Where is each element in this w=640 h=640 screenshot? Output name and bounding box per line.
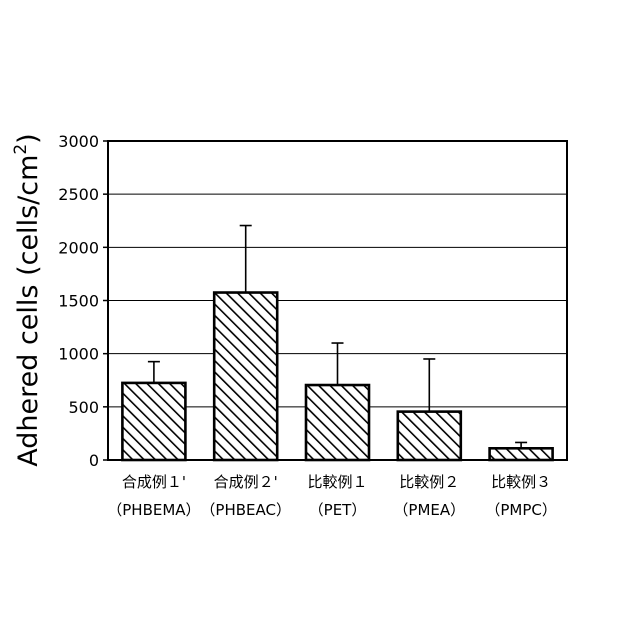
y-tick-label: 3000 [58,132,99,151]
x-tick-label-sub: （PHBEAC） [200,501,291,519]
y-tick-label: 1000 [58,345,99,364]
y-tick-label: 1500 [58,292,99,311]
bar [122,383,185,460]
x-tick-label-sub: （PMPC） [485,501,557,519]
y-tick-label: 2000 [58,238,99,257]
y-axis-title: Adhered cells (cells/cm2) [11,133,44,466]
x-tick-label: 比較例２ [399,473,459,491]
bar [214,293,277,460]
x-tick-label-sub: （PHBEMA） [107,501,200,519]
y-tick-label: 0 [89,451,99,470]
bar [306,385,369,460]
bars [122,226,552,460]
x-tick-label: 比較例３ [491,473,551,491]
x-tick-label: 比較例１ [307,473,367,491]
bar [398,412,461,460]
x-tick-label-sub: （PMEA） [393,501,465,519]
x-tick-label: 合成例２' [214,473,278,491]
x-tick-label: 合成例１' [122,473,186,491]
y-tick-label: 2500 [58,185,99,204]
x-tick-label-sub: （PET） [309,501,367,519]
bar [490,448,553,460]
y-tick-label: 500 [68,398,99,417]
